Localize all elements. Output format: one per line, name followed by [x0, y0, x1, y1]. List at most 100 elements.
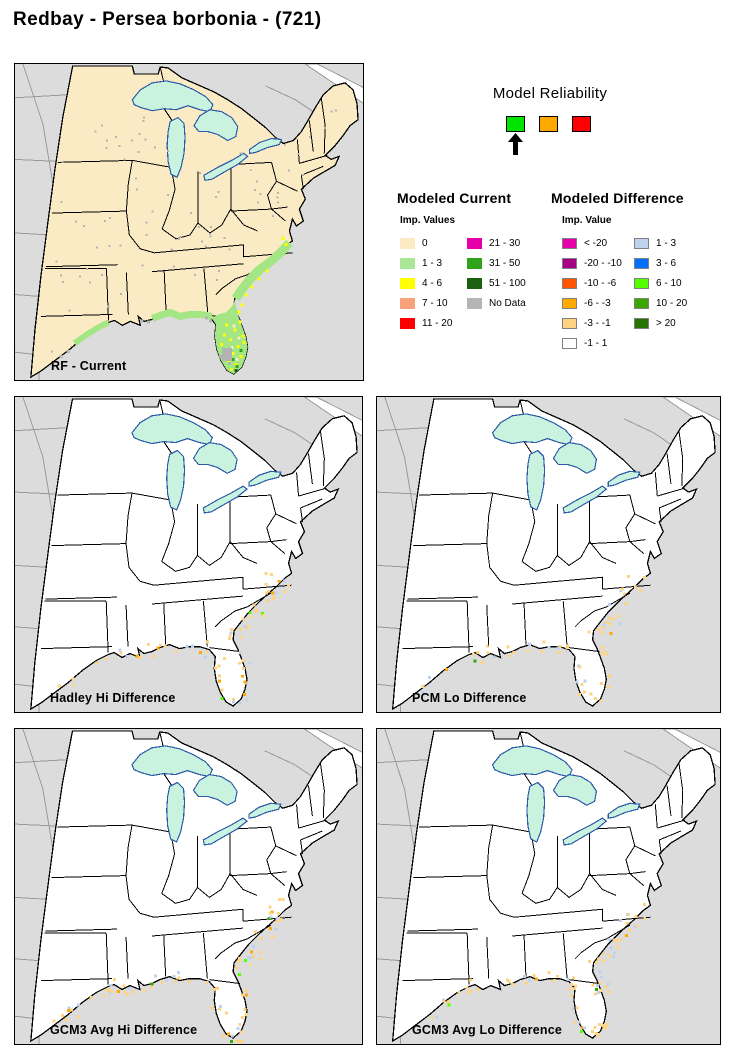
- map-speckle-cell: [177, 976, 181, 980]
- map-speckle-cell: [107, 988, 111, 992]
- map-speckle-cell: [275, 919, 279, 923]
- map-speckle-cell: [281, 897, 285, 901]
- reliability-swatch: [572, 116, 591, 132]
- map-speckle-cell: [176, 971, 180, 975]
- map-speckle-cell: [173, 265, 176, 268]
- map-speckle-cell: [616, 945, 620, 949]
- map-speckle-cell: [67, 1009, 71, 1013]
- map-speckle-cell: [591, 1029, 595, 1033]
- map-panel-pcm-lo: PCM Lo Difference: [376, 396, 721, 713]
- map-speckle-cell: [243, 959, 247, 963]
- map-speckle-cell: [235, 966, 239, 970]
- map-speckle-cell: [271, 597, 275, 601]
- map-speckle-cell: [609, 632, 613, 636]
- map-speckle-cell: [469, 989, 473, 993]
- map-speckle-cell: [50, 350, 53, 353]
- map-speckle-cell: [577, 1020, 581, 1024]
- map-speckle-cell: [115, 990, 119, 994]
- reliability-swatch: [506, 116, 525, 132]
- map-speckle-cell: [278, 918, 282, 921]
- map-speckle-cell: [135, 654, 139, 658]
- map-speckle-cell: [283, 143, 286, 146]
- map-speckle-cell: [600, 975, 604, 979]
- map-speckle-cell: [67, 1006, 71, 1010]
- map-speckle-cell: [244, 993, 248, 997]
- map-speckle-cell: [611, 617, 615, 621]
- map-speckle-cell: [272, 595, 276, 599]
- legend-item: 6 - 10: [634, 273, 687, 293]
- legend-swatch: [467, 277, 482, 289]
- map-speckle-cell: [633, 925, 637, 929]
- map-speckle-cell: [283, 590, 287, 594]
- map-speckle-cell: [642, 902, 646, 906]
- map-speckle-cell: [634, 585, 638, 589]
- map-speckle-cell: [627, 912, 631, 916]
- map-speckle-cell: [542, 640, 546, 644]
- map-speckle-cell: [166, 194, 169, 197]
- map-speckle-cell: [243, 1008, 247, 1012]
- legend-item: 7 - 10: [400, 293, 467, 313]
- map-speckle-cell: [237, 661, 241, 665]
- legend-label: 11 - 20: [422, 317, 453, 329]
- map-speckle-cell: [259, 937, 263, 941]
- map-speckle-cell: [506, 645, 510, 649]
- map-speckle-cell: [597, 957, 600, 961]
- map-speckle-cell: [248, 611, 252, 615]
- map-speckle-cell: [269, 927, 272, 931]
- page-title: Redbay - Persea borbonia - (721): [13, 9, 322, 30]
- map-speckle-cell: [85, 268, 88, 271]
- map-speckle-cell: [601, 626, 605, 630]
- map-speckle-cell: [229, 631, 233, 635]
- map-speckle-cell: [596, 1033, 600, 1037]
- map-speckle-cell: [532, 973, 536, 977]
- map-speckle-cell: [268, 911, 272, 915]
- map-speckle-cell: [164, 979, 168, 983]
- map-speckle-cell: [256, 201, 259, 204]
- map-speckle-cell: [243, 625, 247, 628]
- legend-swatch: [634, 317, 649, 329]
- map-speckle-cell: [240, 674, 244, 678]
- map-speckle-cell: [115, 136, 118, 139]
- legend-swatch: [634, 297, 649, 309]
- map-speckle-cell: [607, 602, 611, 606]
- map-speckle-cell: [69, 1008, 73, 1012]
- map-speckle-cell: [249, 963, 253, 967]
- map-speckle-cell: [589, 692, 593, 696]
- legend-item: 4 - 6: [400, 273, 467, 293]
- map-speckle-cell: [206, 640, 210, 644]
- map-panel-gcm3-hi: GCM3 Avg Hi Difference: [14, 728, 363, 1045]
- map-speckle-cell: [190, 644, 194, 648]
- legend-swatch: [634, 257, 649, 269]
- legend-item: > 20: [634, 313, 687, 333]
- map-speckle-cell: [249, 168, 252, 171]
- legend-title: Modeled Difference: [551, 190, 684, 206]
- legend-swatch: [562, 237, 577, 249]
- map-speckle-cell: [106, 139, 109, 142]
- map-speckle-cell: [634, 914, 638, 918]
- map-speckle-cell: [252, 944, 256, 948]
- map-speckle-cell: [507, 980, 511, 984]
- map-speckle-cell: [569, 993, 573, 997]
- map-speckle-cell: [276, 911, 280, 915]
- up-arrow-icon: [507, 133, 524, 155]
- map-speckle-cell: [598, 1022, 602, 1026]
- map-speckle-cell: [137, 150, 140, 153]
- map-speckle-cell: [131, 139, 134, 142]
- map-speckle-cell: [223, 657, 227, 661]
- map-speckle-cell: [239, 152, 242, 155]
- map-speckle-cell: [607, 685, 611, 689]
- map-speckle-cell: [302, 174, 305, 176]
- map-speckle-cell: [593, 1025, 597, 1029]
- map-speckle-cell: [599, 699, 603, 703]
- map-speckle-cell: [239, 627, 243, 631]
- map-speckle-cell: [607, 938, 611, 941]
- map-speckle-cell: [600, 682, 603, 686]
- legend-item: -1 - 1: [562, 333, 634, 353]
- map-speckle-cell: [270, 935, 274, 939]
- map-speckle-cell: [148, 985, 152, 989]
- map-speckle-cell: [244, 1013, 248, 1017]
- legend-label: 10 - 20: [656, 297, 688, 309]
- map-speckle-cell: [476, 650, 480, 654]
- map-speckle-cell: [609, 946, 613, 950]
- map-speckle-cell: [619, 918, 622, 922]
